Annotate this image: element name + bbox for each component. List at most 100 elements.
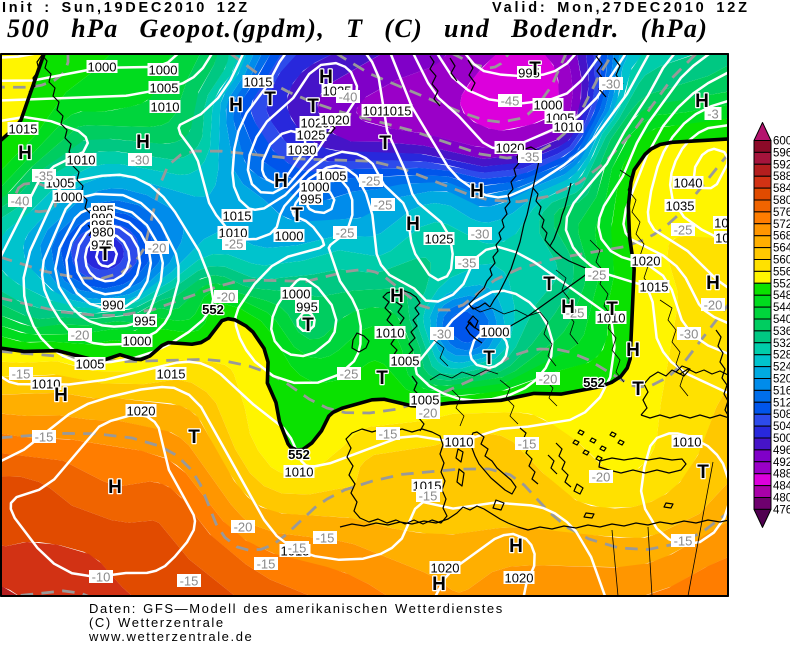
- svg-text:H: H: [406, 214, 420, 235]
- svg-text:500: 500: [773, 433, 790, 445]
- svg-text:T: T: [376, 368, 388, 389]
- svg-text:T: T: [606, 299, 618, 320]
- svg-text:995: 995: [518, 66, 540, 81]
- svg-text:572: 572: [773, 219, 790, 231]
- svg-text:-25: -25: [588, 268, 607, 283]
- svg-text:T: T: [483, 348, 495, 369]
- svg-text:552: 552: [288, 447, 310, 462]
- svg-text:-35: -35: [458, 256, 477, 271]
- svg-text:-20: -20: [234, 520, 253, 535]
- svg-text:T: T: [697, 462, 709, 483]
- svg-text:-30: -30: [602, 77, 621, 92]
- svg-text:H: H: [706, 273, 720, 294]
- svg-text:1010: 1010: [376, 326, 405, 341]
- svg-text:T: T: [291, 205, 303, 226]
- svg-text:484: 484: [773, 481, 790, 493]
- svg-text:-20: -20: [592, 470, 611, 485]
- svg-text:1000: 1000: [123, 334, 152, 349]
- svg-text:H: H: [626, 340, 640, 361]
- svg-text:H: H: [229, 95, 243, 116]
- svg-text:H: H: [470, 181, 484, 202]
- svg-text:568: 568: [773, 231, 790, 243]
- svg-text:-40: -40: [11, 194, 30, 209]
- svg-text:H: H: [432, 574, 446, 595]
- svg-text:560: 560: [773, 255, 790, 267]
- svg-text:H: H: [695, 91, 709, 112]
- svg-text:-15: -15: [288, 541, 307, 556]
- svg-text:588: 588: [773, 171, 790, 183]
- svg-text:512: 512: [773, 397, 790, 409]
- svg-text:1015: 1015: [223, 209, 252, 224]
- svg-text:524: 524: [773, 362, 790, 374]
- svg-text:1025: 1025: [425, 232, 454, 247]
- svg-text:516: 516: [773, 385, 790, 397]
- svg-text:1000: 1000: [149, 63, 178, 78]
- svg-text:1000: 1000: [275, 229, 304, 244]
- svg-text:T: T: [264, 89, 276, 110]
- svg-text:H: H: [18, 143, 32, 164]
- svg-text:H: H: [390, 286, 404, 307]
- svg-text:T: T: [307, 96, 319, 117]
- svg-text:592: 592: [773, 159, 790, 171]
- svg-text:556: 556: [773, 266, 790, 278]
- svg-text:1005: 1005: [411, 393, 440, 408]
- svg-text:552: 552: [288, 447, 310, 462]
- svg-text:552: 552: [202, 302, 224, 317]
- svg-text:H: H: [561, 297, 575, 318]
- svg-text:T: T: [307, 96, 319, 117]
- svg-text:H: H: [274, 171, 288, 192]
- svg-text:T: T: [99, 244, 111, 265]
- svg-text:1010: 1010: [32, 377, 61, 392]
- svg-text:480: 480: [773, 493, 790, 505]
- svg-text:-20: -20: [217, 290, 236, 305]
- svg-text:1005: 1005: [318, 169, 347, 184]
- svg-text:508: 508: [773, 409, 790, 421]
- svg-text:1010: 1010: [554, 120, 583, 135]
- svg-text:-15: -15: [379, 427, 398, 442]
- svg-text:1035: 1035: [666, 199, 695, 214]
- svg-text:T: T: [291, 205, 303, 226]
- svg-text:1025: 1025: [297, 128, 326, 143]
- svg-text:-25: -25: [374, 198, 393, 213]
- svg-text:584: 584: [773, 183, 790, 195]
- svg-text:476: 476: [773, 504, 790, 516]
- svg-text:-25: -25: [566, 306, 585, 321]
- svg-text:528: 528: [773, 350, 790, 362]
- svg-text:544: 544: [773, 302, 790, 314]
- svg-text:504: 504: [773, 421, 790, 433]
- svg-text:-45: -45: [501, 94, 520, 109]
- svg-text:H: H: [406, 214, 420, 235]
- svg-text:1015: 1015: [640, 280, 669, 295]
- svg-text:1000: 1000: [481, 325, 510, 340]
- svg-text:1010: 1010: [67, 153, 96, 168]
- svg-text:532: 532: [773, 338, 790, 350]
- svg-text:995: 995: [134, 314, 156, 329]
- svg-text:H: H: [274, 171, 288, 192]
- svg-text:1000: 1000: [301, 180, 330, 195]
- svg-text:H: H: [509, 536, 523, 557]
- svg-text:1010: 1010: [673, 435, 702, 450]
- svg-text:995: 995: [300, 192, 322, 207]
- svg-text:552: 552: [583, 375, 605, 390]
- svg-text:548: 548: [773, 290, 790, 302]
- svg-text:980: 980: [92, 225, 114, 240]
- svg-text:1000: 1000: [88, 60, 117, 75]
- svg-text:-20: -20: [539, 372, 558, 387]
- svg-text:1015: 1015: [244, 75, 273, 90]
- svg-text:-25: -25: [340, 367, 359, 382]
- svg-text:496: 496: [773, 445, 790, 457]
- svg-text:990: 990: [102, 298, 124, 313]
- svg-text:552: 552: [202, 302, 224, 317]
- svg-text:-15: -15: [12, 367, 31, 382]
- svg-text:1015: 1015: [157, 367, 186, 382]
- svg-text:T: T: [543, 274, 555, 295]
- svg-text:T: T: [483, 348, 495, 369]
- svg-text:T: T: [632, 379, 644, 400]
- svg-text:H: H: [136, 132, 150, 153]
- svg-text:-25: -25: [225, 237, 244, 252]
- svg-text:1010: 1010: [219, 226, 248, 241]
- svg-text:T: T: [379, 133, 391, 154]
- svg-text:T: T: [302, 315, 314, 336]
- svg-text:H: H: [626, 340, 640, 361]
- svg-text:-20: -20: [704, 298, 723, 313]
